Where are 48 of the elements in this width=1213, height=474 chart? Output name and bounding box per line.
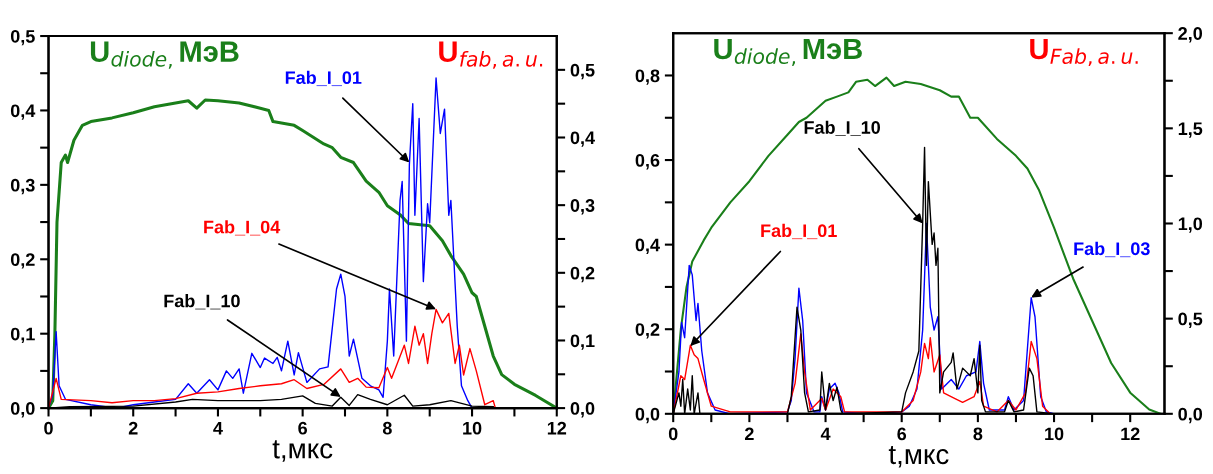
x-tick-label: 8: [973, 427, 983, 441]
y-tick-label: 0,4: [635, 238, 660, 254]
x-tick-label: 4: [820, 427, 831, 441]
annotation: Fab_I_10: [164, 294, 240, 310]
y-tick-label: 0,2: [635, 323, 660, 339]
y-axis-title: U$_{diode,}$МэВ: [714, 38, 862, 67]
y2-tick-label: 0,2: [570, 266, 595, 283]
x-tick-label: 2: [744, 427, 754, 441]
y2-tick-label: 0,5: [1178, 312, 1203, 328]
x-tick-label: 0: [44, 421, 53, 435]
x-tick-label: 10: [463, 421, 482, 435]
y-tick-label: 0,1: [10, 327, 35, 344]
y-tick-label: 0,6: [635, 153, 660, 170]
x-tick-label: 8: [382, 421, 392, 435]
x-tick-label: 6: [897, 427, 907, 441]
y2-tick-label: 0,0: [1178, 407, 1203, 424]
y2-tick-label: 0,0: [570, 402, 595, 418]
annotation: Fab_I_01: [761, 223, 837, 240]
y-tick-label: 0,0: [635, 407, 660, 424]
y-tick-label: 0,2: [10, 253, 35, 269]
x-tick-label: 6: [298, 421, 308, 435]
annotation: Fab_I_03: [1074, 241, 1150, 258]
x-axis-title: t,мкс: [272, 440, 333, 462]
x-axis-title: t,мкс: [888, 446, 949, 468]
y2-tick-label: 1,0: [1178, 217, 1203, 233]
y-tick-label: 0,8: [635, 69, 660, 85]
y-tick-label: 0,5: [10, 29, 35, 46]
y-axis-title: U$_{diode,}$МэВ: [90, 41, 239, 69]
y2-tick-label: 0,3: [570, 199, 595, 215]
y2-tick-label: 0,5: [570, 63, 595, 80]
x-tick-label: 0: [668, 427, 678, 441]
annotation: Fab_I_04: [204, 220, 281, 236]
y2-axis-title: U$_{Fab,a.u.}$: [1030, 38, 1138, 67]
y-tick-label: 0,0: [10, 402, 35, 418]
x-tick-label: 2: [128, 421, 138, 435]
y2-tick-label: 1,5: [1178, 122, 1203, 138]
x-tick-label: 12: [547, 421, 567, 435]
y2-tick-label: 2,0: [1178, 27, 1203, 43]
x-tick-label: 10: [1045, 427, 1064, 441]
y-tick-label: 0,3: [10, 178, 35, 195]
annotation: Fab_I_10: [804, 120, 881, 136]
y-tick-label: 0,4: [10, 104, 36, 120]
y2-tick-label: 0,1: [570, 334, 595, 350]
x-tick-label: 12: [1121, 427, 1140, 441]
y2-axis-title: U$_{fab,a.u.}$: [439, 41, 543, 69]
x-tick-label: 4: [213, 421, 223, 435]
annotation: Fab_I_01: [285, 70, 362, 87]
y2-tick-label: 0,4: [570, 131, 595, 147]
